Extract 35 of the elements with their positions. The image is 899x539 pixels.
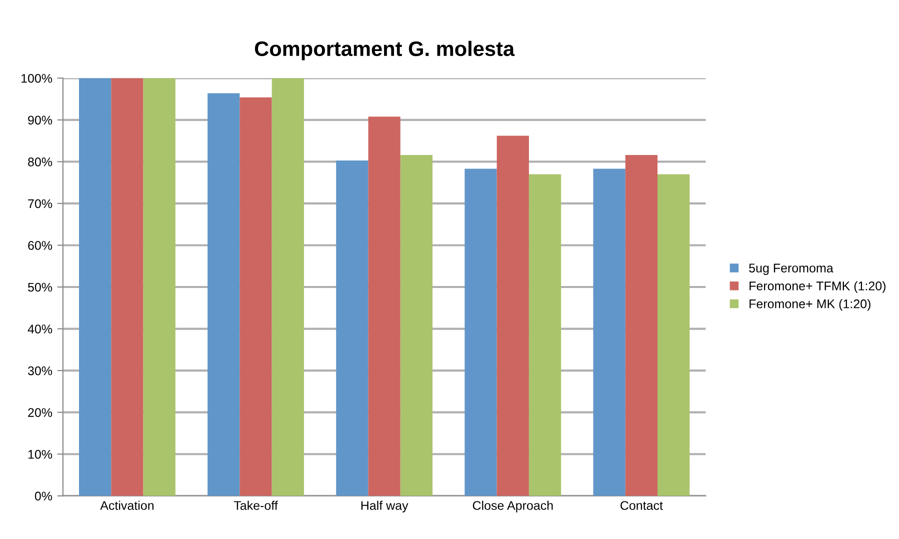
- x-tick-label: Take-off: [234, 500, 278, 510]
- bar: [593, 168, 626, 496]
- x-tick-label: Half way: [361, 500, 408, 512]
- bar: [658, 174, 690, 496]
- bar: [208, 93, 240, 496]
- y-tick-label: 90%: [28, 116, 52, 125]
- y-tick-label: 50%: [28, 282, 52, 292]
- x-tick-label: Contact: [620, 501, 663, 510]
- bar: [143, 78, 176, 496]
- bar: [528, 174, 562, 496]
- bar: [400, 155, 433, 496]
- x-tick-label: Close Aproach: [472, 500, 553, 512]
- bar: [625, 155, 658, 496]
- y-tick-label: 100%: [22, 74, 52, 83]
- bar: [336, 160, 368, 496]
- bar: [496, 136, 529, 496]
- y-tick-label: 30%: [28, 366, 52, 376]
- y-tick-label: 10%: [28, 450, 52, 459]
- bar: [464, 168, 497, 496]
- chart-title: Comportament G. molesta: [254, 40, 515, 60]
- y-tick-label: 60%: [28, 241, 52, 250]
- legend-label: 5ug Feromoma: [749, 264, 834, 275]
- bar: [240, 97, 272, 496]
- x-tick-label: Activation: [100, 500, 154, 510]
- legend-label: Feromone+ MK (1:20): [750, 299, 870, 311]
- y-tick-label: 40%: [28, 324, 52, 334]
- y-tick-label: 80%: [28, 158, 52, 166]
- legend-label: Feromone+ TFMK (1:20): [750, 281, 886, 293]
- bar: [272, 78, 304, 496]
- y-tick-label: 0%: [34, 492, 52, 501]
- y-tick-label: 70%: [28, 199, 52, 208]
- bar: [368, 116, 400, 496]
- bar: [79, 78, 112, 496]
- bar: [111, 78, 144, 496]
- y-tick-label: 20%: [28, 408, 52, 417]
